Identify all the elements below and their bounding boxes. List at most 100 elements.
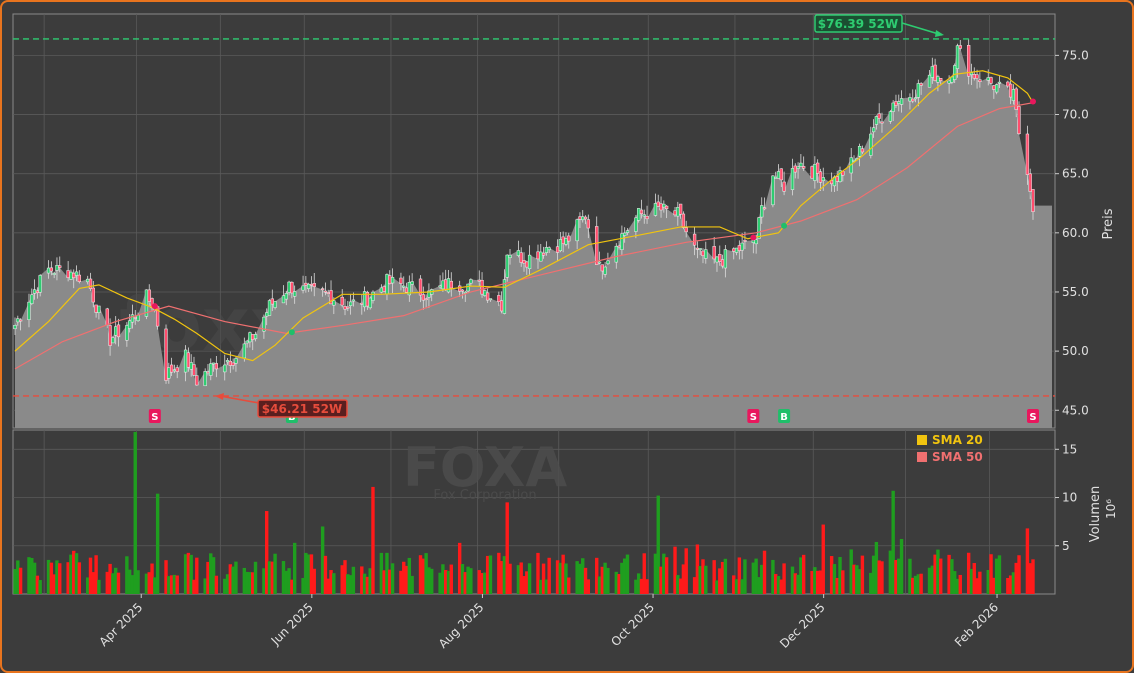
volume-bar xyxy=(527,563,532,594)
volume-bar xyxy=(684,548,688,594)
low-52w-box xyxy=(257,399,348,418)
candle-body xyxy=(88,278,93,289)
candle-body xyxy=(86,278,90,283)
candle-body xyxy=(642,214,646,217)
candle-body xyxy=(595,226,599,265)
candle-body xyxy=(681,213,686,228)
signal-dot xyxy=(151,303,158,310)
candle-body xyxy=(410,281,414,285)
volume-bar xyxy=(150,563,154,594)
candle-body xyxy=(897,101,901,104)
volume-bar xyxy=(371,486,375,594)
volume-bar xyxy=(108,563,112,594)
candle-body xyxy=(757,217,761,239)
candle-body xyxy=(438,285,442,288)
volume-bar xyxy=(407,557,412,594)
volume-bar xyxy=(262,568,266,594)
candle-body xyxy=(290,281,294,294)
high-52w-label: $76.39 52W xyxy=(818,17,898,31)
candle-body xyxy=(774,176,778,179)
signal-badge xyxy=(148,409,161,423)
candle-body xyxy=(673,210,677,216)
volume-bar xyxy=(388,569,392,594)
volume-bar xyxy=(678,578,683,594)
volume-bar xyxy=(111,573,115,594)
candle-body xyxy=(371,291,375,301)
volume-bar xyxy=(712,560,716,594)
ticker-watermark: FOXA xyxy=(403,436,568,499)
sma20-line xyxy=(14,70,1034,362)
volume-bar xyxy=(790,566,795,594)
volume-bar xyxy=(595,557,599,594)
volume-bar xyxy=(860,555,865,594)
candle-body xyxy=(301,285,305,291)
candle-body xyxy=(304,282,308,286)
candle-body xyxy=(477,279,481,282)
candle-body xyxy=(967,45,971,77)
volume-bar xyxy=(771,559,775,594)
volume-bar xyxy=(77,562,82,594)
volume-bar xyxy=(897,558,901,594)
signal-badge-label: S xyxy=(750,412,757,423)
volume-tick-label: 15 xyxy=(1062,442,1077,456)
candle-body xyxy=(49,267,54,272)
candle-body xyxy=(309,283,314,286)
candle-body xyxy=(911,98,915,102)
candle-body xyxy=(720,259,725,267)
candle-body xyxy=(972,74,976,79)
high-52w-arrowhead xyxy=(935,30,944,37)
candle-body xyxy=(796,166,800,169)
volume-bar xyxy=(908,558,912,594)
volume-bar xyxy=(228,564,233,594)
signal-badge-label: B xyxy=(780,412,788,423)
candle-body xyxy=(91,287,95,303)
volume-bar xyxy=(653,553,658,594)
candle-body xyxy=(360,302,364,305)
volume-bar xyxy=(950,559,954,594)
volume-bar xyxy=(880,561,884,594)
volume-bar xyxy=(86,577,90,594)
candle-body xyxy=(891,102,895,112)
volume-bar xyxy=(779,579,783,594)
volume-bar xyxy=(169,575,174,594)
candle-body xyxy=(586,219,590,229)
candle-body xyxy=(72,272,76,279)
candle-body xyxy=(634,217,638,232)
candle-body xyxy=(97,305,101,313)
volume-bar xyxy=(832,564,837,594)
price-tick-label: 60.0 xyxy=(1062,226,1089,240)
candle-body xyxy=(790,168,795,190)
candle-body xyxy=(449,280,453,289)
volume-bar xyxy=(312,568,316,594)
candle-body xyxy=(519,252,523,263)
volume-bar xyxy=(144,573,149,594)
volume-bar xyxy=(483,572,487,594)
volume-bar xyxy=(105,571,109,594)
volume-bar xyxy=(127,569,132,594)
candle-body xyxy=(953,65,957,80)
candle-body xyxy=(116,324,121,338)
candle-body xyxy=(508,254,512,259)
candle-body xyxy=(838,170,842,182)
candle-body xyxy=(195,375,199,386)
volume-bar xyxy=(762,550,767,594)
candle-body xyxy=(1017,106,1021,134)
volume-bar xyxy=(30,558,34,594)
price-tick-label: 65.0 xyxy=(1062,167,1089,181)
candle-body xyxy=(183,349,188,373)
candle-body xyxy=(125,325,129,341)
candle-body xyxy=(421,294,425,301)
candle-body xyxy=(164,328,168,381)
volume-bar xyxy=(499,561,504,594)
candle-body xyxy=(947,80,951,84)
volume-bar xyxy=(701,559,705,594)
low-52w-annotation: $46.21 52W xyxy=(215,393,348,418)
low-52w-label: $46.21 52W xyxy=(262,402,342,416)
candle-body xyxy=(284,293,288,300)
volume-bar xyxy=(1011,572,1016,594)
candle-body xyxy=(1014,88,1018,110)
volume-bar xyxy=(362,573,367,594)
legend-label-sma20: SMA 20 xyxy=(932,433,983,447)
candle-body xyxy=(74,271,79,276)
volume-bar xyxy=(38,580,42,594)
